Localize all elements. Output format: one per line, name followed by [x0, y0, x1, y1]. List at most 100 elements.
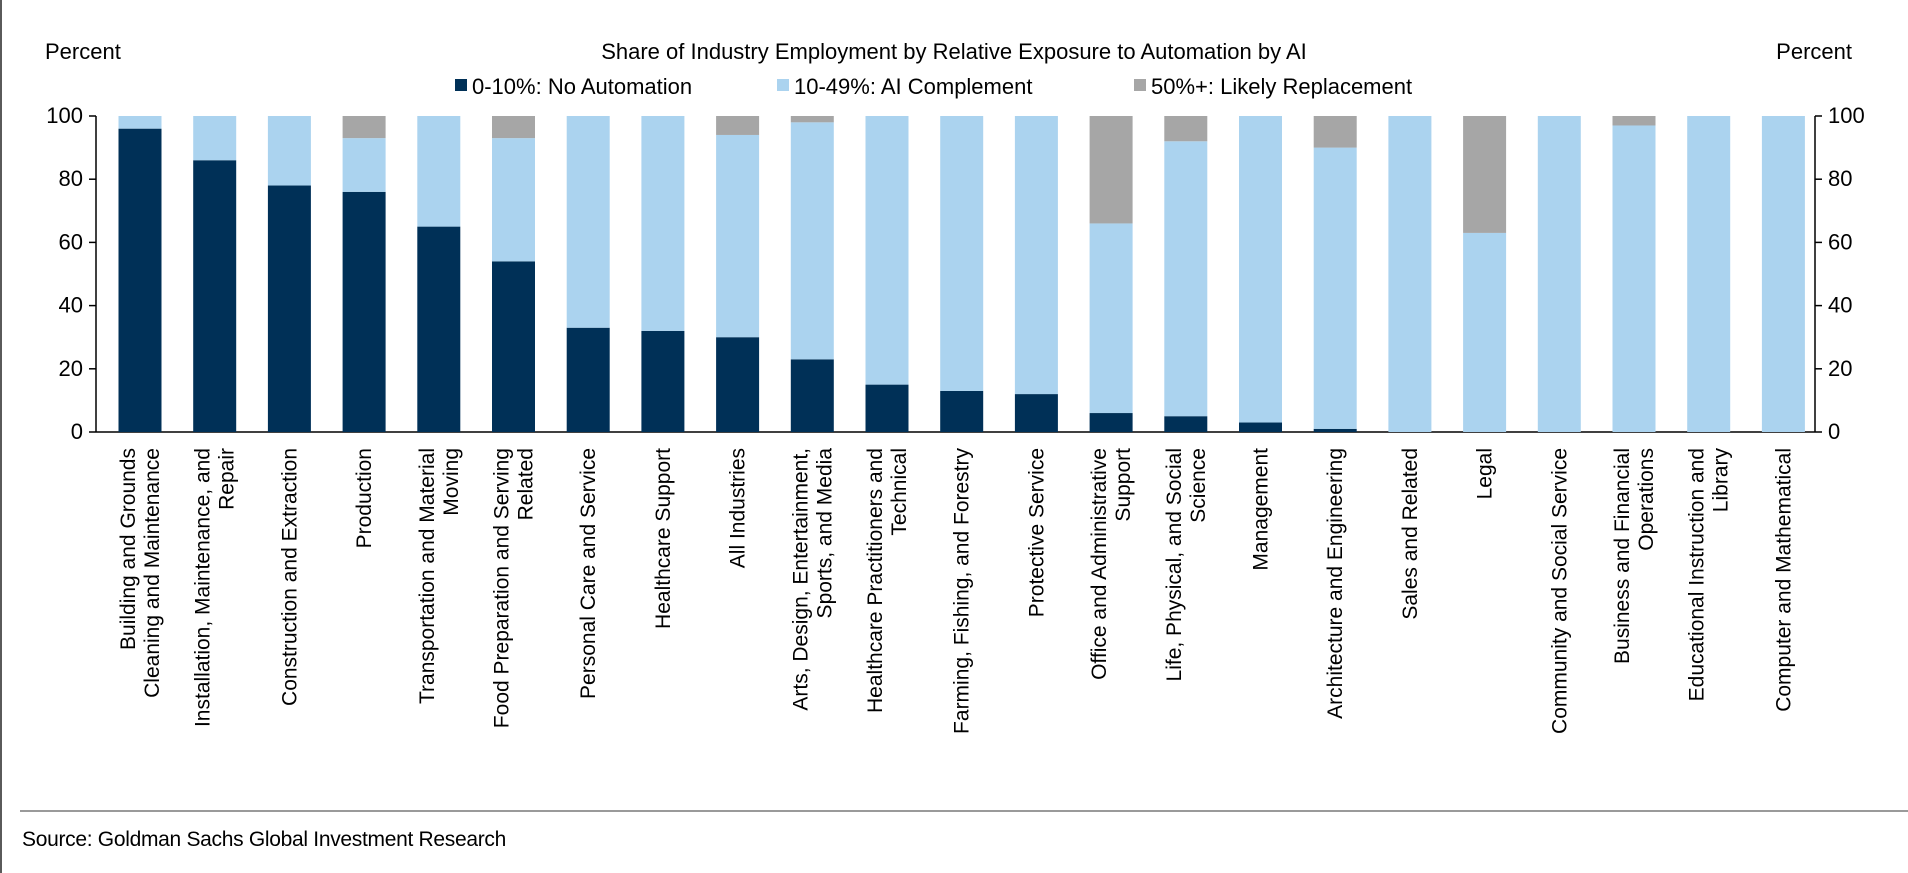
y-axis-label-right: Percent [1776, 39, 1852, 64]
chart-title: Share of Industry Employment by Relative… [601, 39, 1307, 64]
bar-segment [1089, 413, 1133, 432]
x-axis-labels: Building and GroundsCleaning and Mainten… [117, 448, 1795, 734]
x-tick-label: Sales and Related [1399, 448, 1422, 620]
x-tick-label: Office and AdministrativeSupport [1088, 448, 1135, 680]
y-tick-label-left: 0 [71, 419, 83, 444]
bar-segment [342, 138, 386, 192]
x-tick-label: Healthcare Support [652, 448, 675, 629]
bar-segment [865, 116, 909, 385]
bar-segment [865, 384, 909, 432]
bar-segment [1612, 125, 1656, 432]
bar-segment [1164, 116, 1208, 142]
bar-segment [1313, 147, 1357, 429]
source-note: Source: Goldman Sachs Global Investment … [22, 828, 507, 851]
y-axis-right: 0 20 40 60 80 100 [1814, 103, 1865, 444]
y-tick-label-right: 20 [1828, 356, 1852, 381]
bar-segment [1089, 116, 1133, 224]
x-tick-label: Legal [1474, 448, 1497, 499]
bar-segment [716, 116, 760, 135]
x-tick-label: Community and Social Service [1548, 448, 1571, 734]
y-tick-label-left: 60 [59, 229, 83, 254]
legend-label-2: 50%+: Likely Replacement [1151, 74, 1412, 99]
bar-segment [1537, 116, 1581, 432]
bar-segment [1239, 422, 1282, 432]
y-axis-label-left: Percent [45, 39, 121, 64]
bar-segment [790, 359, 834, 432]
y-tick-label-left: 40 [59, 293, 83, 318]
bar-segment [1014, 394, 1058, 432]
bar-segment [118, 128, 162, 432]
bar-segment [1761, 116, 1805, 432]
x-tick-label: Farming, Fishing, and Forestry [951, 448, 974, 734]
bar-segment [790, 122, 834, 360]
bar-segment [267, 185, 311, 432]
x-tick-label: Transportation and MaterialMoving [416, 448, 463, 704]
y-tick-label-right: 40 [1828, 293, 1852, 318]
x-tick-label: Personal Care and Service [577, 448, 600, 699]
bar-segment [267, 116, 311, 186]
bar-segment [1313, 428, 1357, 432]
bar-segment [1388, 116, 1432, 432]
x-tick-label: Production [353, 448, 376, 548]
bar-segment [1463, 116, 1507, 233]
bar-segment [417, 116, 461, 227]
bar-segment [342, 116, 386, 139]
y-axis-left: 0 20 40 60 80 100 [46, 103, 97, 444]
bar-segment [566, 116, 610, 328]
bar-segment [940, 116, 984, 391]
x-tick-label: Construction and Extraction [278, 448, 301, 706]
x-tick-label: Building and GroundsCleaning and Mainten… [117, 448, 164, 698]
bar-segment [641, 330, 685, 432]
bar-segment [641, 116, 685, 331]
x-tick-label: Educational Instruction andLibrary [1686, 448, 1733, 702]
x-tick-label: All Industries [727, 448, 750, 568]
bar-segment [417, 226, 461, 432]
bar-segment [790, 116, 834, 123]
bar-segment [716, 134, 760, 338]
legend-swatch-2 [1134, 79, 1146, 91]
x-tick-label: Installation, Maintenance, andRepair [192, 448, 239, 727]
x-tick-label: Arts, Design, Entertainment,Sports, and … [789, 448, 836, 711]
bar-segment [342, 191, 386, 432]
bars [96, 116, 1815, 433]
bar-segment [1687, 116, 1731, 432]
x-tick-label: Healthcare Practitioners andTechnical [864, 448, 911, 713]
x-tick-label: Life, Physical, and SocialScience [1163, 448, 1210, 681]
bar-segment [1014, 116, 1058, 395]
bar-segment [492, 261, 535, 432]
bar-segment [492, 138, 535, 262]
legend: 0-10%: No Automation 10-49%: AI Complemen… [455, 74, 1412, 99]
bar-segment [1463, 232, 1507, 432]
bar-segment [492, 116, 535, 139]
legend-swatch-1 [777, 79, 789, 91]
x-tick-label: Computer and Mathematical [1772, 448, 1795, 712]
y-tick-label-right: 100 [1828, 103, 1865, 128]
legend-swatch-0 [455, 79, 467, 91]
legend-label-1: 10-49%: AI Complement [794, 74, 1032, 99]
y-tick-label-left: 80 [59, 166, 83, 191]
bar-segment [1239, 116, 1282, 423]
y-tick-label-left: 20 [59, 356, 83, 381]
bar-segment [1164, 416, 1208, 432]
bar-segment [1089, 223, 1133, 414]
bar-segment [193, 160, 237, 433]
y-tick-label-right: 60 [1828, 229, 1852, 254]
bar-segment [1313, 116, 1357, 148]
x-tick-label: Business and FinancialOperations [1611, 448, 1658, 664]
bar-segment [193, 116, 237, 161]
bar-segment [1164, 141, 1208, 417]
y-tick-label-right: 0 [1828, 419, 1840, 444]
x-tick-label: Food Preparation and ServingRelated [491, 448, 538, 728]
legend-label-0: 0-10%: No Automation [472, 74, 692, 99]
bar-segment [940, 390, 984, 432]
bar-segment [1612, 116, 1656, 126]
divider-line [20, 810, 1908, 812]
bar-segment [566, 327, 610, 432]
x-tick-label: Architecture and Engineering [1324, 448, 1347, 719]
y-tick-label-right: 80 [1828, 166, 1852, 191]
bar-segment [118, 116, 162, 129]
bar-segment [716, 337, 760, 432]
y-tick-label-left: 100 [46, 103, 83, 128]
x-tick-label: Management [1250, 448, 1273, 571]
